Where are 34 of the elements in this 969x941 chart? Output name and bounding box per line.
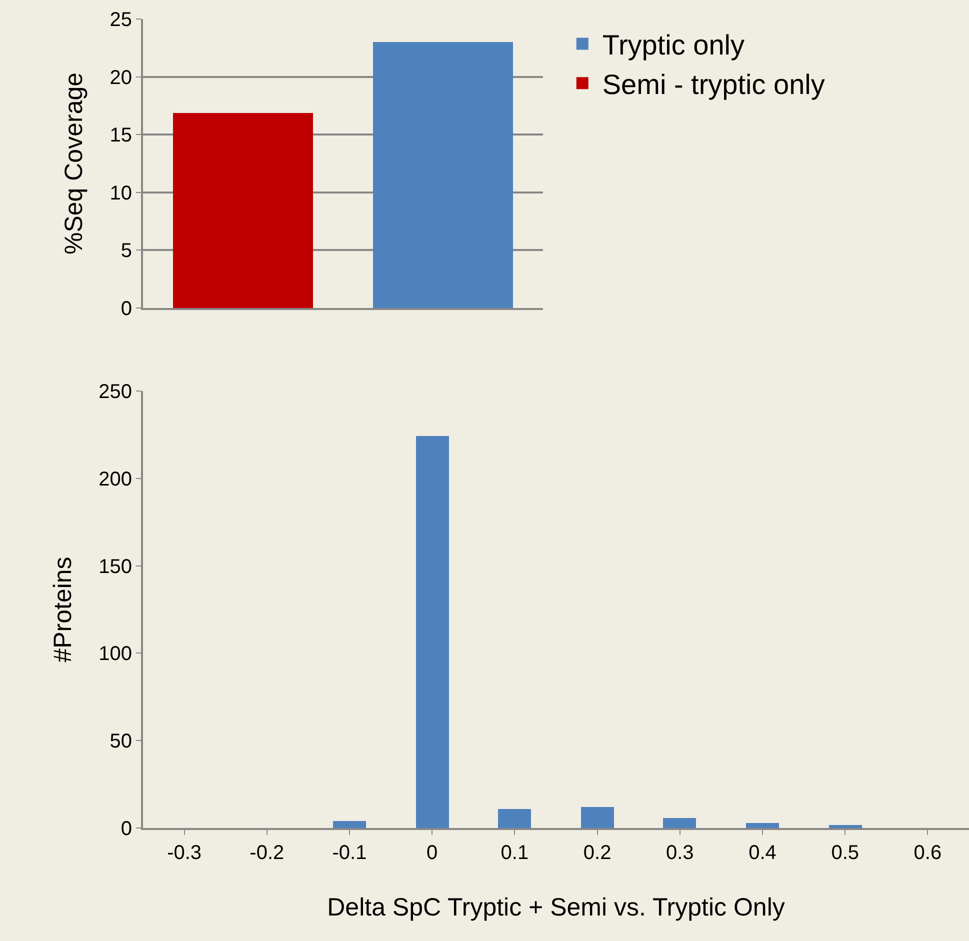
- x-tick-label: 0: [426, 842, 438, 864]
- y-axis-title: %Seq Coverage: [60, 72, 88, 255]
- bar: [498, 809, 531, 828]
- y-tick-label: 200: [98, 468, 132, 490]
- x-tick-label: -0.3: [167, 842, 202, 864]
- x-tick-label: 0.1: [500, 842, 529, 864]
- x-axis-title: Delta SpC Tryptic + Semi vs. Tryptic Only: [327, 894, 786, 922]
- x-tick-label: -0.1: [332, 842, 367, 864]
- x-tick-label: -0.2: [250, 842, 284, 864]
- x-tick-label: 0.2: [583, 842, 612, 864]
- y-tick-label: 100: [98, 643, 132, 666]
- x-tick-label: 0.3: [666, 842, 694, 864]
- bar: [416, 436, 449, 828]
- bar: [333, 821, 366, 828]
- x-tick-label: 0.6: [914, 842, 942, 864]
- y-tick-label: 0: [120, 818, 132, 840]
- y-tick-label: 10: [110, 182, 132, 204]
- x-tick-label: 0.5: [831, 842, 860, 864]
- bar: [581, 807, 614, 828]
- bar: [663, 818, 696, 828]
- bar: [746, 823, 779, 828]
- y-tick-label: 5: [120, 240, 132, 262]
- y-axis-title: #Proteins: [48, 556, 77, 662]
- y-tick-label: 250: [98, 381, 132, 403]
- legend-label: Semi - tryptic only: [602, 69, 825, 100]
- legend-label: Tryptic only: [602, 30, 744, 61]
- y-tick-label: 15: [110, 124, 132, 147]
- y-tick-label: 25: [110, 9, 132, 31]
- y-tick-label: 150: [98, 556, 132, 578]
- y-tick-label: 0: [120, 298, 132, 320]
- y-tick-label: 50: [110, 730, 132, 753]
- bar: [829, 825, 862, 828]
- y-tick-label: 20: [110, 66, 132, 89]
- x-tick-label: 0.4: [748, 842, 776, 864]
